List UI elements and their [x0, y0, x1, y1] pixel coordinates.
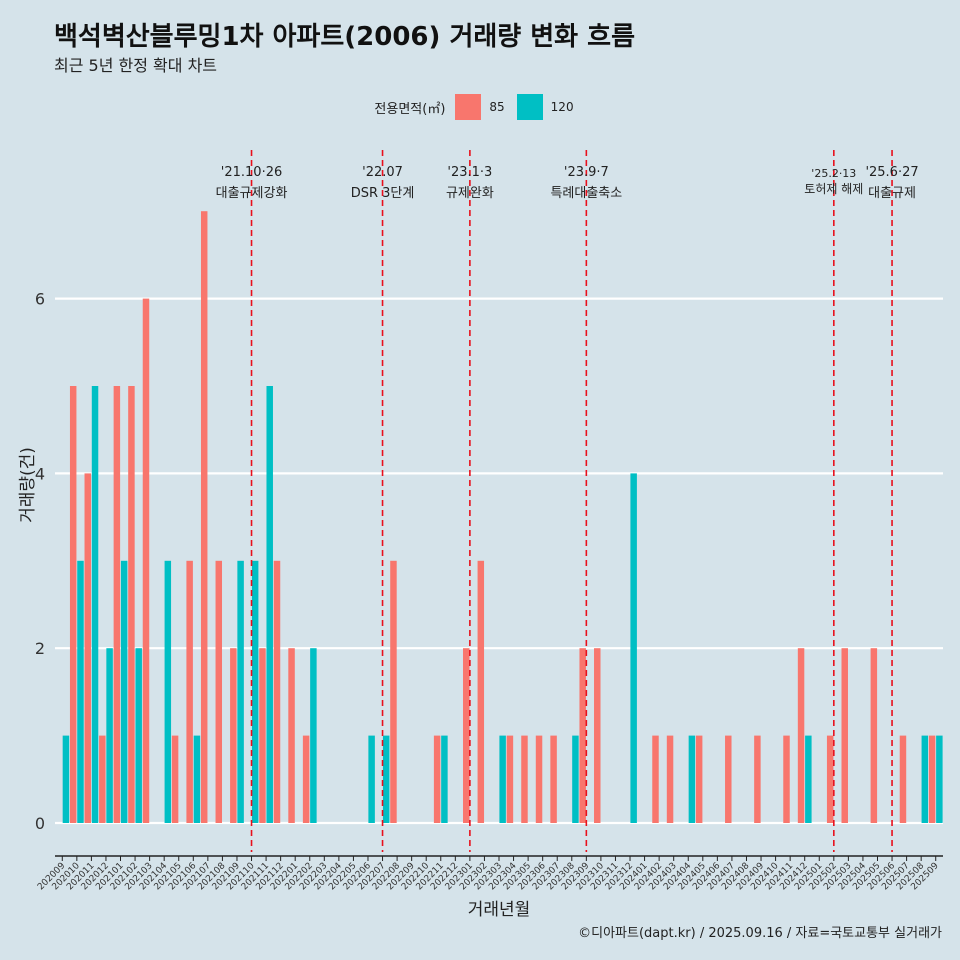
bar-85-202107 — [200, 211, 208, 823]
bar-85-202309 — [579, 648, 586, 823]
bar-85-202211 — [433, 735, 441, 823]
bar-120-202111 — [266, 386, 273, 823]
legend: 전용면적(㎡) 85 120 — [0, 94, 960, 120]
bar-120-202104 — [164, 560, 172, 823]
bar-120-202211 — [441, 735, 448, 823]
bar-120-202009 — [62, 735, 70, 823]
event-date-label: '23.9·7 — [564, 165, 609, 180]
bar-85-202405 — [695, 735, 703, 823]
bar-120-202308 — [572, 735, 579, 823]
legend-label-120: 120 — [550, 100, 574, 114]
bar-85-202012 — [99, 735, 106, 823]
bar-85-202106 — [186, 560, 193, 823]
bar-85-202505 — [870, 648, 878, 823]
bar-85-202407 — [725, 735, 732, 823]
bar-120-202012 — [106, 648, 113, 823]
bar-120-202109 — [237, 560, 244, 823]
bar-120-202303 — [499, 735, 506, 823]
bar-85-202304 — [506, 735, 514, 823]
bar-85-202412 — [797, 648, 805, 823]
bar-120-202404 — [688, 735, 696, 823]
bar-120-202202 — [310, 648, 317, 823]
bar-85-202502 — [826, 735, 834, 823]
y-tick-label: 2 — [35, 639, 45, 658]
bar-85-202201 — [288, 648, 295, 823]
event-text-label: DSR 3단계 — [351, 186, 415, 201]
event-text-label: 대출규제 — [868, 186, 916, 201]
bar-85-202307 — [550, 735, 557, 823]
bar-120-202110 — [251, 560, 259, 823]
bar-85-202102 — [128, 386, 135, 823]
event-date-label: '25.2·13 — [811, 167, 856, 180]
bar-120-202010 — [77, 560, 84, 823]
event-text-label: 토허제 해제 — [804, 182, 863, 196]
event-date-label: '21.10·26 — [221, 165, 282, 180]
y-tick-label: 4 — [35, 464, 45, 483]
y-tick-label: 0 — [35, 814, 45, 833]
bar-85-202010 — [69, 386, 77, 823]
bar-85-202109 — [230, 648, 237, 823]
bar-120-202509 — [936, 735, 943, 823]
bar-85-202403 — [666, 735, 674, 823]
y-axis-title: 거래량(건) — [18, 447, 38, 523]
bar-120-202101 — [120, 560, 128, 823]
bar-85-202301 — [463, 648, 470, 823]
bar-85-202011 — [84, 473, 91, 823]
bar-85-202305 — [521, 735, 528, 823]
bar-85-202310 — [594, 648, 601, 823]
bar-85-202103 — [142, 298, 150, 824]
legend-key-85 — [455, 94, 482, 120]
event-text-label: 대출규제강화 — [216, 186, 288, 201]
bar-85-202108 — [215, 560, 223, 823]
event-date-label: '22.07 — [362, 165, 403, 180]
bar-120-202412 — [805, 735, 812, 823]
event-date-label: '25.6·27 — [865, 165, 918, 180]
bar-85-202402 — [652, 735, 659, 823]
bar-120-202106 — [193, 735, 201, 823]
y-tick-label: 6 — [35, 290, 45, 309]
bar-85-202111 — [259, 648, 266, 823]
bar-120-202206 — [368, 735, 375, 823]
bar-85-202411 — [783, 735, 790, 823]
x-axis-title: 거래년월 — [468, 900, 531, 920]
bar-85-202509 — [928, 735, 936, 823]
bar-85-202112 — [273, 560, 281, 823]
event-text-label: 특례대출축소 — [550, 186, 622, 201]
bar-85-202105 — [171, 735, 179, 823]
bar-85-202503 — [841, 648, 848, 823]
bar-85-202202 — [302, 735, 310, 823]
source-caption: ©디아파트(dapt.kr) / 2025.09.16 / 자료=국토교통부 실… — [578, 926, 942, 941]
legend-label-85: 85 — [489, 100, 505, 114]
legend-key-120 — [516, 94, 543, 120]
bar-85-202302 — [477, 560, 485, 823]
bar-120-202011 — [91, 386, 99, 823]
bar-85-202208 — [390, 560, 397, 823]
bar-120-202508 — [921, 735, 929, 823]
chart-title: 백석벽산블루밍1차 아파트(2006) 거래량 변화 흐름 — [54, 22, 635, 52]
bar-85-202507 — [899, 735, 907, 823]
bar-85-202306 — [535, 735, 543, 823]
chart-subtitle: 최근 5년 한정 확대 차트 — [54, 56, 218, 75]
bar-120-202207 — [382, 735, 390, 823]
legend-title: 전용면적(㎡) — [374, 101, 446, 117]
bar-85-202409 — [754, 735, 761, 823]
bar-120-202102 — [135, 648, 142, 823]
bar-85-202101 — [113, 386, 121, 823]
event-date-label: '23.1·3 — [447, 165, 492, 180]
bar-120-202312 — [630, 473, 637, 823]
event-text-label: 규제완화 — [446, 186, 494, 201]
